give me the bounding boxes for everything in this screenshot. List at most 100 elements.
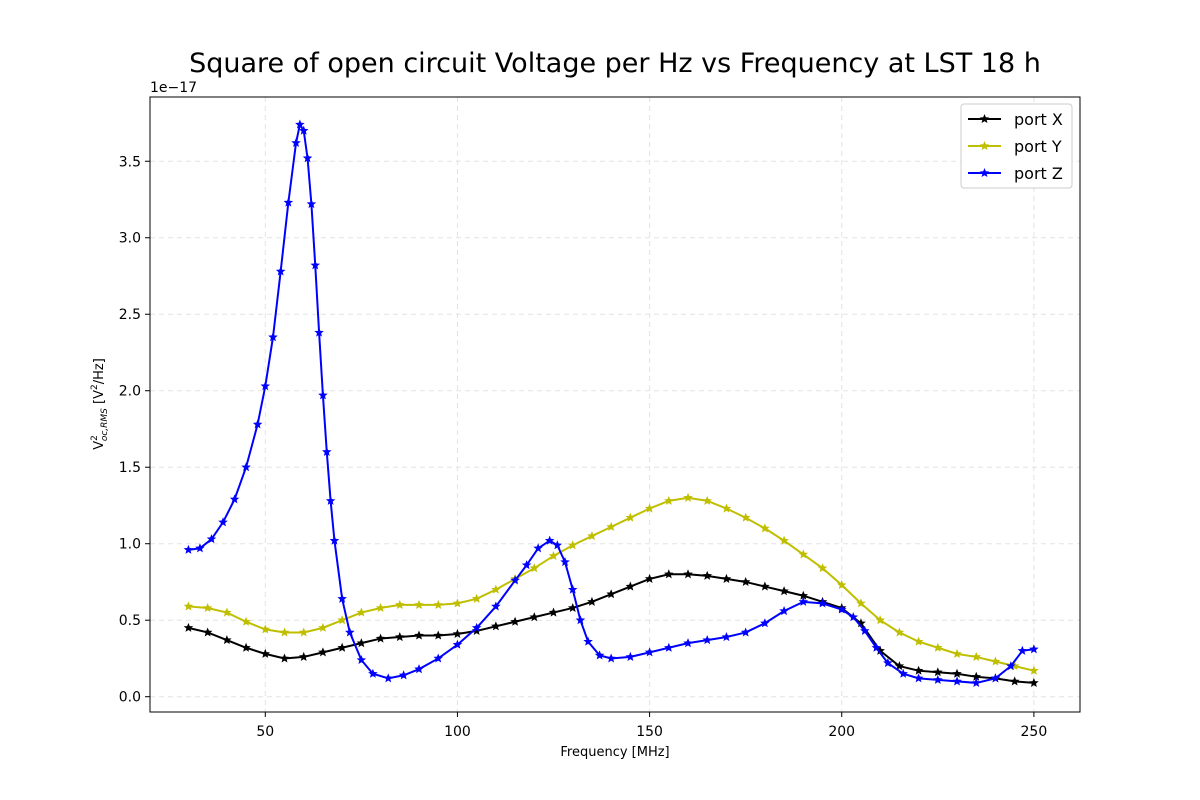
- data-point: [1029, 644, 1039, 654]
- data-point: [1029, 677, 1039, 687]
- data-point: [398, 670, 409, 680]
- data-point: [414, 664, 424, 674]
- legend-label: port X: [1014, 110, 1063, 129]
- data-point: [990, 656, 1001, 666]
- data-point: [298, 627, 309, 637]
- data-point: [848, 612, 859, 622]
- data-point: [883, 658, 893, 668]
- data-point: [760, 523, 770, 533]
- data-point: [836, 580, 847, 590]
- data-point: [491, 621, 501, 631]
- legend-box: [960, 103, 1073, 189]
- x-tick-label: 100: [444, 724, 471, 740]
- data-point: [644, 503, 655, 513]
- y-tick-label: 2.0: [119, 384, 141, 400]
- data-point: [913, 665, 924, 675]
- legend-swatch-marker: [979, 114, 990, 124]
- data-point: [552, 540, 563, 550]
- legend-item: port Y: [968, 137, 1062, 156]
- series-port-x: [183, 569, 1039, 687]
- data-point: [491, 584, 501, 594]
- x-tick-label: 200: [828, 724, 855, 740]
- data-point: [375, 602, 386, 613]
- data-point: [721, 573, 732, 583]
- data-point: [206, 534, 217, 544]
- data-point: [368, 668, 378, 678]
- data-point: [452, 639, 463, 649]
- data-point: [529, 612, 540, 622]
- data-point: [356, 607, 367, 617]
- legend-label: port Z: [1014, 164, 1063, 183]
- data-point: [567, 540, 578, 550]
- data-point: [702, 570, 712, 580]
- x-axis-ticks: 50 100 150 200 250: [256, 712, 1047, 740]
- data-point: [971, 671, 981, 681]
- data-point: [452, 598, 463, 608]
- data-point: [625, 651, 636, 661]
- data-point: [298, 651, 309, 661]
- data-point: [195, 543, 205, 553]
- data-point: [337, 642, 347, 652]
- data-point: [314, 327, 324, 337]
- legend-label: port Y: [1014, 137, 1062, 156]
- data-point: [779, 586, 789, 596]
- data-point: [933, 642, 943, 652]
- y-tick-label: 1.0: [119, 537, 141, 553]
- data-point: [721, 503, 732, 513]
- grid: [150, 97, 1080, 712]
- data-point: [913, 636, 924, 646]
- y-tick-label: 3.5: [119, 154, 141, 170]
- data-point: [510, 575, 520, 585]
- data-point: [183, 622, 194, 632]
- data-point: [383, 673, 394, 683]
- data-point: [587, 531, 597, 541]
- data-point: [760, 581, 770, 591]
- data-point: [375, 633, 386, 643]
- data-point: [740, 576, 751, 587]
- data-point: [898, 668, 908, 678]
- data-point: [952, 648, 962, 658]
- data-point: [583, 636, 593, 646]
- x-tick-label: 250: [1021, 724, 1048, 740]
- data-point: [606, 589, 616, 599]
- data-point: [548, 607, 559, 617]
- chart-title: Square of open circuit Voltage per Hz vs…: [189, 48, 1041, 79]
- data-point: [644, 647, 655, 657]
- data-point: [298, 125, 309, 135]
- x-tick-label: 150: [636, 724, 663, 740]
- data-point: [894, 627, 905, 637]
- data-point: [471, 622, 482, 632]
- data-point: [229, 494, 240, 504]
- data-point: [933, 674, 943, 684]
- data-point: [544, 535, 555, 545]
- data-point: [279, 653, 290, 663]
- data-point: [222, 607, 232, 617]
- data-point: [606, 653, 616, 663]
- data-point: [913, 673, 924, 683]
- data-point: [268, 332, 278, 342]
- legend: port X port Y port Z: [960, 103, 1073, 189]
- data-point: [356, 638, 367, 648]
- data-point: [322, 446, 332, 456]
- y-tick-label: 0.0: [119, 690, 141, 706]
- data-point: [283, 197, 294, 207]
- data-point: [606, 521, 616, 531]
- data-point: [291, 137, 301, 147]
- data-point: [875, 615, 885, 625]
- data-point: [241, 642, 251, 652]
- data-point: [521, 560, 532, 570]
- legend-swatch-marker: [979, 141, 990, 151]
- data-point: [702, 635, 712, 645]
- data-point: [664, 569, 674, 579]
- data-point: [318, 390, 328, 400]
- y-axis-label: V2oc,RMS [V2/Hz]: [90, 358, 110, 450]
- data-point: [856, 598, 866, 608]
- data-point: [721, 632, 732, 642]
- data-point: [471, 593, 482, 603]
- data-point: [933, 667, 943, 677]
- data-point: [1009, 661, 1020, 671]
- data-point: [560, 557, 570, 567]
- x-tick-label: 50: [256, 724, 274, 740]
- data-point: [664, 495, 674, 505]
- data-point: [702, 495, 712, 505]
